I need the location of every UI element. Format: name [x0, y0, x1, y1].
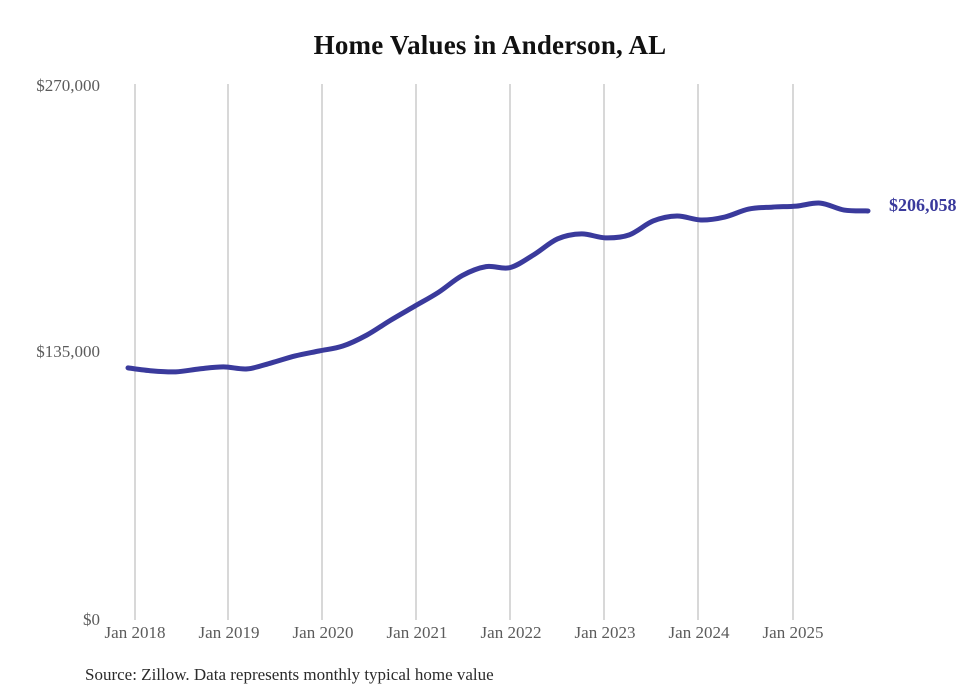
x-axis-tick-label-jan-2022: Jan 2022	[480, 623, 542, 642]
source-note: Source: Zillow. Data represents monthly …	[85, 665, 494, 684]
y-axis-tick-label-bottom: $0	[83, 610, 100, 629]
y-axis-tick-label-mid: $135,000	[36, 342, 100, 361]
x-axis-tick-label-jan-2020: Jan 2020	[292, 623, 354, 642]
end-value-annotation: $206,058	[889, 195, 957, 215]
x-axis-tick-label-jan-2018: Jan 2018	[104, 623, 166, 642]
x-axis-tick-label-jan-2024: Jan 2024	[668, 623, 730, 642]
chart-title: Home Values in Anderson, AL	[313, 30, 667, 60]
x-axis-tick-label-jan-2019: Jan 2019	[198, 623, 260, 642]
x-axis-tick-label-jan-2023: Jan 2023	[574, 623, 636, 642]
gridlines	[134, 84, 794, 620]
x-axis-tick-label-jan-2025: Jan 2025	[762, 623, 824, 642]
data-series-line	[125, 200, 871, 375]
x-axis-tick-label-jan-2021: Jan 2021	[386, 623, 448, 642]
y-axis-tick-label-top: $270,000	[36, 76, 100, 95]
